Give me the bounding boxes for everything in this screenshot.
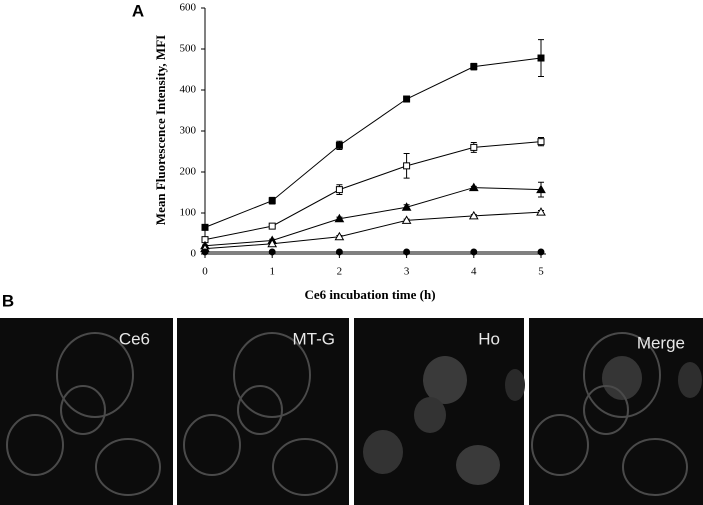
x-axis-title: Ce6 incubation time (h) xyxy=(304,287,435,302)
marker xyxy=(403,162,411,170)
marker xyxy=(536,207,546,216)
y-tick-label: 300 xyxy=(180,125,197,137)
marker xyxy=(470,248,478,256)
x-tick-label: 1 xyxy=(269,266,275,278)
marker xyxy=(401,202,412,211)
image-panel xyxy=(529,318,703,505)
marker xyxy=(268,248,276,256)
marker xyxy=(201,248,209,256)
marker xyxy=(403,95,411,103)
y-tick-label: 100 xyxy=(180,207,197,219)
marker xyxy=(537,248,545,256)
image-label: Ce6 xyxy=(119,329,150,348)
marker xyxy=(335,141,343,149)
series-line xyxy=(204,187,542,247)
y-tick-label: 200 xyxy=(180,166,197,178)
marker xyxy=(334,213,345,223)
x-tick-label: 3 xyxy=(404,266,410,278)
y-tick-label: 0 xyxy=(191,248,197,260)
marker xyxy=(537,54,545,62)
x-tick-label: 0 xyxy=(202,266,208,278)
marker xyxy=(268,197,276,205)
series-line xyxy=(204,141,542,241)
y-tick-label: 500 xyxy=(180,43,197,55)
marker xyxy=(537,138,545,146)
x-tick-label: 2 xyxy=(337,266,343,278)
marker xyxy=(536,184,546,194)
panel-label: B xyxy=(2,291,14,310)
image-label: MT-G xyxy=(293,329,336,348)
x-tick-label: 4 xyxy=(471,266,477,278)
series-line xyxy=(204,57,542,228)
marker xyxy=(335,186,343,194)
marker xyxy=(468,210,479,220)
image-label: Merge xyxy=(637,333,685,352)
marker xyxy=(334,231,345,241)
marker xyxy=(470,63,478,71)
series-line xyxy=(204,211,542,250)
y-axis-title: Mean Fluorescence Intensity, MFI xyxy=(153,35,168,225)
marker xyxy=(335,248,343,256)
image-panel xyxy=(354,318,525,505)
marker xyxy=(267,238,278,248)
marker xyxy=(403,248,411,256)
image-panel xyxy=(0,318,173,505)
x-tick-label: 5 xyxy=(538,266,544,278)
image-panel xyxy=(177,318,349,505)
marker xyxy=(470,143,478,151)
image-label: Ho xyxy=(478,329,500,348)
marker xyxy=(268,222,276,230)
panel-label: A xyxy=(132,1,144,20)
y-tick-label: 600 xyxy=(180,2,197,14)
y-tick-label: 400 xyxy=(180,84,197,96)
marker xyxy=(468,182,479,192)
marker xyxy=(401,215,412,224)
marker xyxy=(201,223,209,231)
